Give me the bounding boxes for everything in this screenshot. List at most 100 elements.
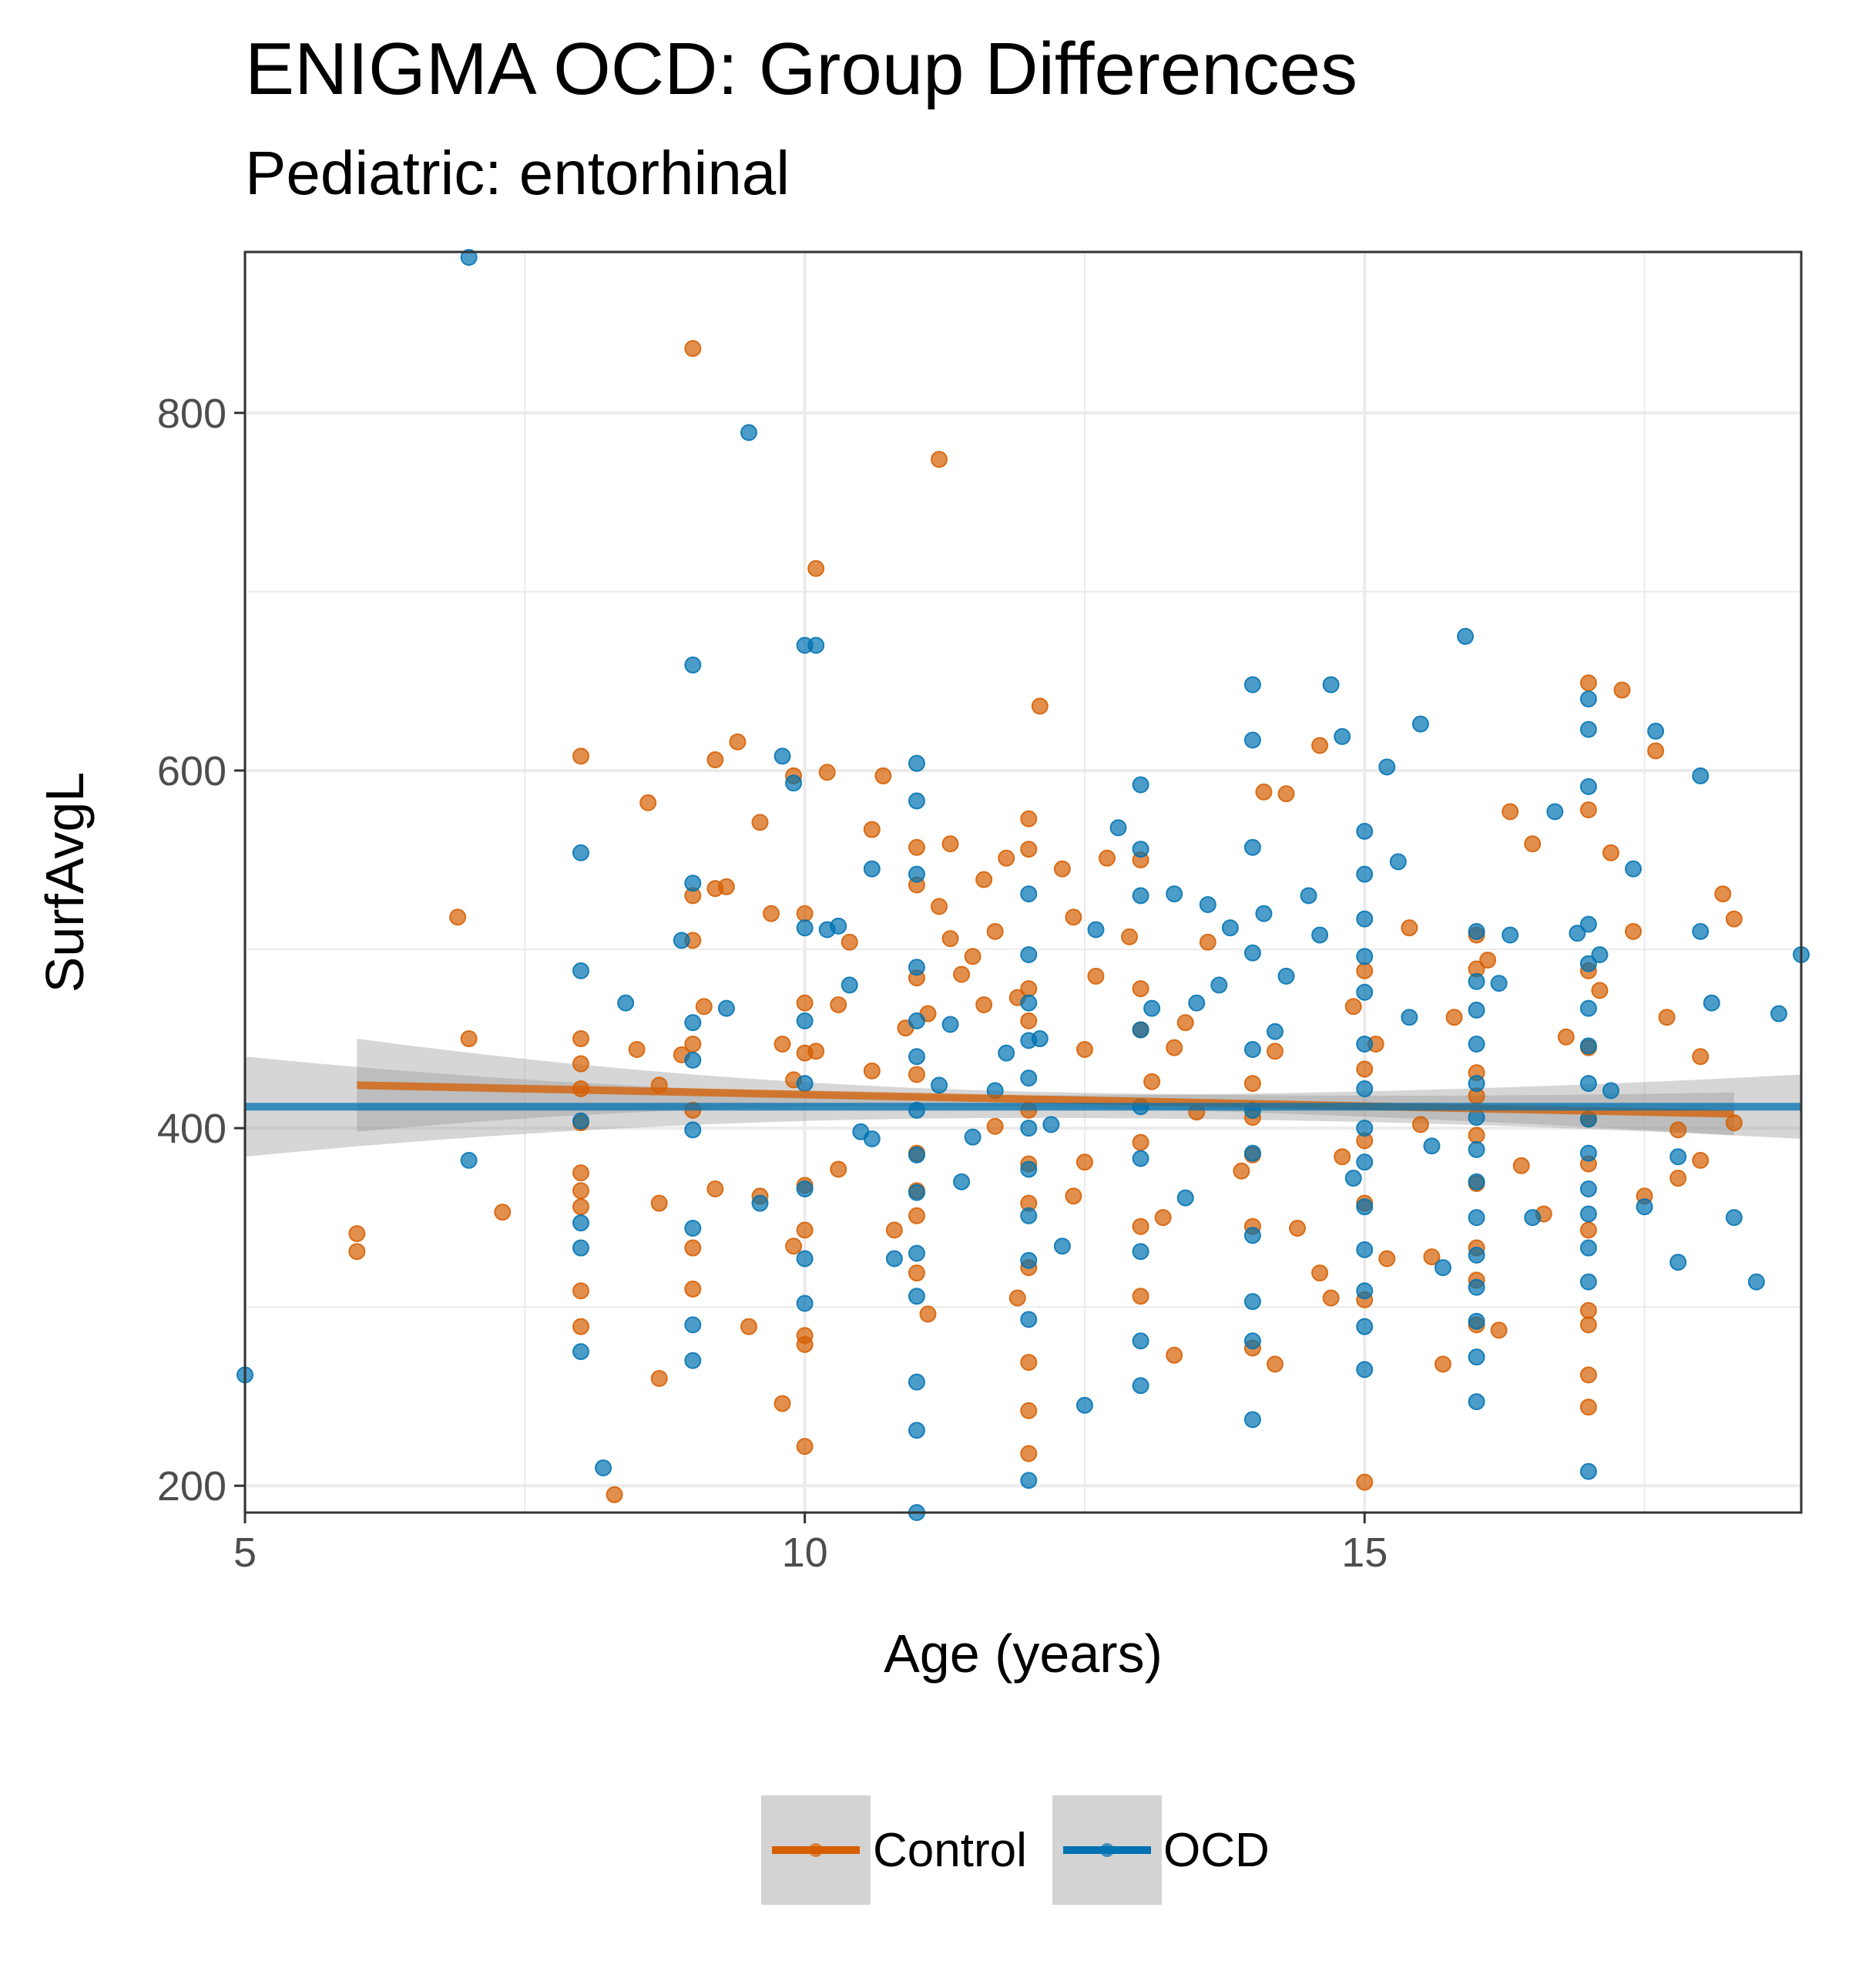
point-ocd — [863, 1130, 881, 1148]
point-control — [1020, 810, 1038, 828]
point-ocd — [1490, 975, 1508, 992]
point-ocd — [1132, 776, 1149, 794]
point-ocd — [807, 636, 825, 654]
legend-key-ocd — [1052, 1795, 1162, 1905]
point-control — [1602, 844, 1619, 861]
point-control — [572, 1318, 589, 1335]
point-control — [1020, 1402, 1038, 1419]
point-control — [986, 922, 1004, 940]
point-control — [684, 1239, 702, 1257]
point-ocd — [617, 994, 635, 1012]
point-ocd — [1411, 715, 1429, 733]
chart-subtitle: Pediatric: entorhinal — [245, 139, 790, 207]
point-control — [1725, 910, 1743, 928]
point-control — [1579, 801, 1597, 819]
point-ocd — [1636, 1198, 1653, 1216]
point-control — [885, 1221, 903, 1239]
point-ocd — [572, 1112, 589, 1130]
point-control — [796, 994, 814, 1012]
point-control — [348, 1243, 366, 1261]
point-ocd — [1770, 1005, 1787, 1023]
point-ocd — [1356, 1080, 1374, 1098]
point-control — [1233, 1162, 1250, 1180]
point-ocd — [1423, 1137, 1441, 1155]
point-control — [1087, 967, 1105, 985]
point-control — [874, 767, 892, 784]
point-ocd — [964, 1128, 982, 1146]
point-control — [1502, 803, 1519, 821]
point-ocd — [953, 1173, 971, 1190]
point-ocd — [751, 1194, 769, 1212]
point-control — [807, 559, 825, 577]
x-tick-label: 10 — [782, 1530, 828, 1576]
point-control — [1020, 980, 1038, 998]
point-control — [975, 996, 993, 1013]
point-ocd — [1356, 822, 1374, 840]
point-control — [572, 1164, 589, 1182]
point-ocd — [1243, 1040, 1261, 1058]
point-ocd — [1468, 1140, 1485, 1158]
point-ocd — [572, 1239, 589, 1257]
point-ocd — [785, 774, 803, 792]
point-ocd — [1166, 885, 1183, 903]
point-control — [986, 1117, 1004, 1135]
point-ocd — [1579, 1205, 1597, 1223]
point-ocd — [1524, 1209, 1542, 1227]
point-control — [572, 1030, 589, 1048]
point-ocd — [572, 962, 589, 979]
point-control — [908, 1066, 925, 1083]
point-control — [1411, 1116, 1429, 1133]
point-control — [1356, 1060, 1374, 1078]
point-ocd — [908, 792, 925, 810]
point-ocd — [460, 248, 478, 266]
point-control — [975, 871, 993, 888]
point-control — [1356, 1473, 1374, 1491]
point-control — [1479, 951, 1497, 969]
axis-ticks — [234, 411, 1366, 1523]
y-tick-label: 800 — [157, 391, 227, 437]
point-ocd — [830, 917, 847, 935]
point-ocd — [1020, 945, 1038, 963]
point-control — [1020, 1012, 1038, 1029]
x-tick-label: 5 — [233, 1530, 257, 1576]
legend: Control OCD — [761, 1795, 1270, 1905]
point-ocd — [998, 1044, 1015, 1062]
point-ocd — [572, 844, 589, 861]
point-control — [941, 835, 959, 853]
point-ocd — [1625, 860, 1643, 878]
point-ocd — [1243, 1227, 1261, 1244]
point-control — [572, 1055, 589, 1073]
point-ocd — [1020, 1251, 1038, 1269]
point-control — [1423, 1248, 1441, 1266]
point-control — [1692, 1151, 1710, 1169]
point-ocd — [1356, 1154, 1374, 1171]
point-ocd — [1143, 999, 1161, 1017]
point-control — [1065, 1187, 1082, 1205]
point-ocd — [1020, 1070, 1038, 1087]
point-ocd — [1109, 819, 1127, 837]
point-control — [763, 905, 780, 922]
point-control — [706, 751, 724, 769]
point-control — [1524, 835, 1542, 853]
point-control — [1557, 1028, 1575, 1046]
point-control — [1334, 1148, 1351, 1166]
point-ocd — [1020, 1311, 1038, 1328]
point-ocd — [1692, 767, 1710, 784]
point-ocd — [1277, 967, 1295, 985]
point-control — [684, 1280, 702, 1298]
point-ocd — [684, 1051, 702, 1069]
point-ocd — [1087, 921, 1105, 939]
point-control — [1020, 1445, 1038, 1462]
point-ocd — [796, 1075, 814, 1093]
point-control — [818, 764, 836, 781]
point-ocd — [1243, 731, 1261, 749]
point-control — [1579, 1316, 1597, 1334]
point-ocd — [796, 1295, 814, 1312]
point-control — [695, 998, 713, 1016]
point-control — [1647, 742, 1665, 760]
point-ocd — [1188, 994, 1206, 1012]
point-ocd — [1579, 777, 1597, 795]
point-ocd — [1502, 926, 1519, 944]
point-control — [1020, 841, 1038, 858]
point-control — [807, 1043, 825, 1060]
